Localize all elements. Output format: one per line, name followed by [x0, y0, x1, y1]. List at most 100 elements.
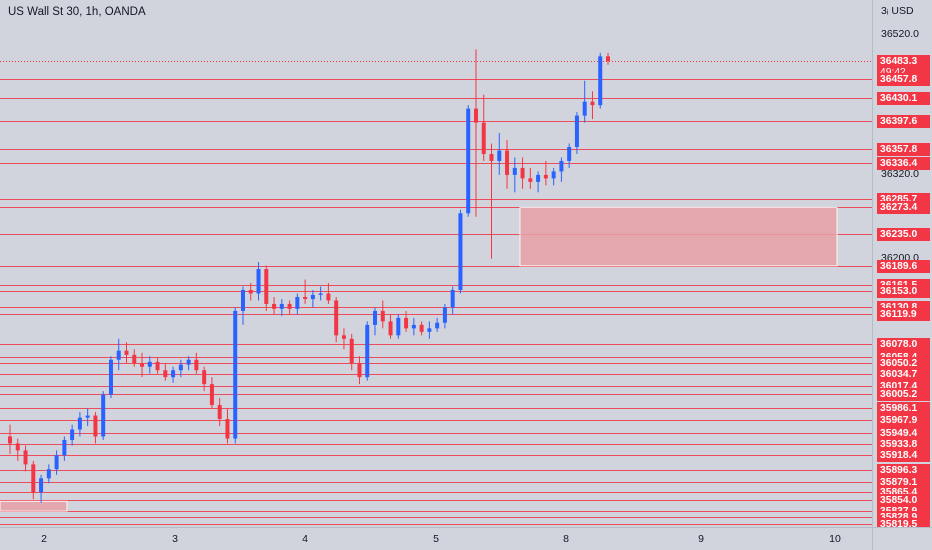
level-price-badge: 35933.8	[877, 438, 930, 452]
level-price-badge: 36430.1	[877, 92, 930, 106]
candle-body	[543, 174, 548, 179]
candle-body	[520, 167, 525, 179]
candle-body	[582, 101, 587, 116]
current-price-value: 36483.3	[880, 56, 918, 67]
level-price-badge: 36005.2	[877, 388, 930, 402]
candle-body	[54, 455, 59, 470]
candle-body	[93, 415, 98, 437]
level-price-badge: 36153.0	[877, 285, 930, 299]
price-scale-header: 3ᵢ USD	[881, 5, 914, 17]
candle-body	[62, 439, 67, 456]
time-tick-label: 2	[41, 533, 47, 545]
candle-body	[606, 56, 610, 61]
candle-body	[435, 322, 440, 329]
candle-body	[334, 300, 339, 336]
candle-body	[233, 310, 238, 439]
time-tick-label: 4	[302, 533, 308, 545]
time-tick-label: 8	[563, 533, 569, 545]
price-tick-label: 36320.0	[881, 167, 919, 180]
candle-body	[46, 469, 51, 479]
candle-body	[528, 178, 533, 182]
candle-body	[497, 150, 502, 161]
chart-pane[interactable]: US Wall St 30, 1h, OANDA	[0, 0, 872, 527]
bar-countdown: 49:42	[880, 67, 930, 78]
candle-body	[419, 324, 424, 332]
candle-body	[505, 150, 510, 175]
level-price-badge: 35986.1	[877, 401, 930, 415]
candle-body	[85, 415, 90, 418]
candle-body	[598, 56, 603, 106]
time-scale[interactable]: 2 3 4 5 8 9 10	[0, 527, 872, 550]
level-price-badge: 36119.9	[877, 308, 930, 322]
level-price-badge: 36336.4	[877, 157, 930, 171]
chart-canvas[interactable]	[0, 0, 872, 527]
candle-body	[70, 429, 75, 440]
candle-body	[178, 364, 183, 371]
candle-body	[140, 363, 145, 367]
candle-body	[264, 269, 269, 304]
level-price-badge: 36235.0	[877, 228, 930, 242]
candle-body	[272, 303, 277, 309]
candle-body	[248, 289, 253, 294]
candle-body	[318, 293, 323, 295]
candle-body	[427, 328, 432, 332]
candle-body	[186, 359, 191, 365]
candle-body	[326, 293, 331, 301]
candle-body	[365, 324, 370, 378]
scale-corner	[872, 527, 932, 550]
candle-body	[551, 171, 556, 179]
symbol-title[interactable]: US Wall St 30, 1h, OANDA	[8, 6, 146, 18]
candle-body	[15, 443, 20, 451]
price-tick-label: 36520.0	[881, 28, 919, 41]
level-price-badge: 36273.4	[877, 201, 930, 215]
candle-body	[450, 289, 455, 308]
candle-body	[279, 303, 284, 309]
candle-body	[147, 361, 152, 367]
candle-body	[404, 317, 409, 329]
candle-body	[349, 338, 354, 364]
candle-body	[574, 115, 579, 148]
scale-prefix: 3ᵢ	[881, 5, 889, 17]
candle-body	[567, 147, 572, 161]
supply-zone-box	[519, 206, 838, 267]
candle-body	[155, 361, 160, 371]
level-price-badge: 36050.2	[877, 357, 930, 371]
candle-body	[101, 394, 106, 437]
candle-body	[240, 289, 245, 311]
candle-body	[310, 294, 315, 300]
level-price-badge: 36457.8	[877, 72, 930, 86]
candle-body	[287, 303, 292, 309]
lower-left-box	[0, 500, 68, 512]
level-price-badge: 36397.6	[877, 114, 930, 128]
candle-body	[388, 321, 393, 336]
level-price-badge: 36189.6	[877, 259, 930, 273]
candle-body	[225, 419, 230, 439]
candle-body	[466, 108, 471, 214]
candle-body	[458, 213, 463, 290]
candle-body	[116, 350, 121, 360]
level-price-badge: 35967.9	[877, 414, 930, 428]
candle-body	[77, 417, 82, 430]
candle-body	[194, 359, 199, 371]
candle-body	[209, 384, 214, 406]
candle-body	[23, 450, 28, 465]
level-price-badge: 35918.4	[877, 449, 930, 463]
candle-body	[380, 310, 385, 322]
time-tick-label: 9	[698, 533, 704, 545]
candle-body	[481, 122, 486, 154]
candle-body	[124, 350, 129, 355]
candle-body	[256, 269, 261, 294]
candle-body	[295, 296, 300, 309]
level-price-badge: 36078.0	[877, 337, 930, 351]
time-tick-label: 3	[172, 533, 178, 545]
candle-body	[489, 153, 494, 161]
candle-body	[303, 296, 308, 300]
candle-body	[357, 363, 362, 378]
candle-body	[108, 359, 113, 395]
candle-body	[396, 317, 401, 336]
candle-body	[512, 167, 517, 175]
currency-label: USD	[891, 5, 914, 17]
candle-body	[8, 436, 12, 444]
